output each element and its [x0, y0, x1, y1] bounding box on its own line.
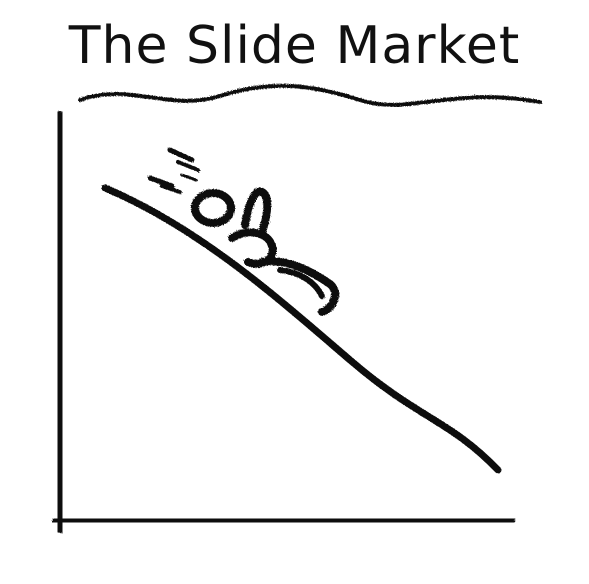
y-axis-line	[47, 111, 73, 533]
title-underline	[78, 83, 542, 107]
figure-legs	[258, 257, 340, 316]
sliding-figure	[191, 187, 340, 316]
x-axis-line	[52, 509, 515, 532]
page-title: The Slide Market	[68, 16, 521, 76]
slide-line	[101, 184, 502, 474]
motion-lines	[147, 147, 200, 194]
figure-arm	[241, 187, 272, 236]
figure-head	[191, 189, 235, 227]
